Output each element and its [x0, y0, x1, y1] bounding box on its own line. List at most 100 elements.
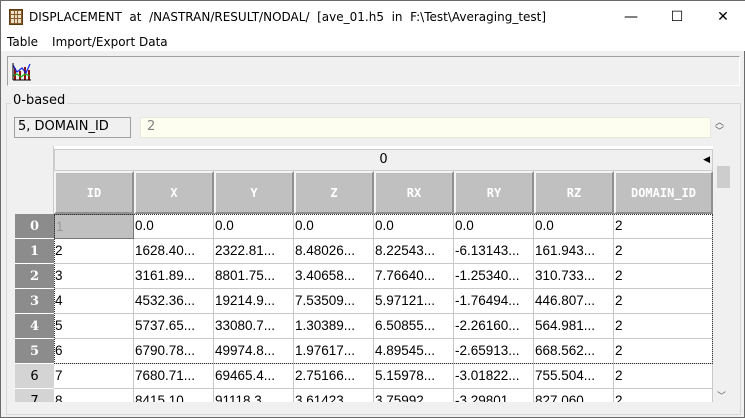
cell-index-label: 5, DOMAIN_ID: [14, 117, 131, 138]
table-cell[interactable]: 1: [54, 214, 134, 239]
table-cell[interactable]: 2: [614, 214, 713, 239]
row-header[interactable]: 7: [15, 389, 54, 402]
row-header[interactable]: 4: [15, 314, 54, 339]
table-cell[interactable]: 1.30389...: [294, 314, 374, 339]
table-cell[interactable]: 4: [54, 289, 134, 314]
group-label: 0-based: [11, 93, 68, 108]
table-cell[interactable]: 4.89545...: [374, 339, 454, 364]
table-cell[interactable]: 827.060...: [534, 389, 614, 402]
table-cell[interactable]: 3.75992...: [374, 389, 454, 402]
table-cell[interactable]: 6: [54, 339, 134, 364]
table-cell[interactable]: 755.504...: [534, 364, 614, 389]
triangle-left-icon[interactable]: ◀: [703, 155, 710, 165]
scrollbar-thumb[interactable]: [717, 166, 730, 188]
chevron-up-icon[interactable]: ︿: [715, 118, 725, 128]
table-cell[interactable]: 2: [614, 264, 713, 289]
menu-table[interactable]: Table: [7, 34, 39, 49]
table-cell[interactable]: 69465.4...: [214, 364, 294, 389]
vertical-scrollbar[interactable]: ﹀: [715, 146, 732, 402]
table-cell[interactable]: 310.733...: [534, 264, 614, 289]
row-header[interactable]: 1: [15, 239, 54, 264]
table-cell[interactable]: 2: [614, 364, 713, 389]
table-cell[interactable]: 3.61423...: [294, 389, 374, 402]
table-cell[interactable]: 7680.71...: [134, 364, 214, 389]
column-header[interactable]: ID: [54, 171, 134, 214]
table-cell[interactable]: 8.48026...: [294, 239, 374, 264]
table-cell[interactable]: 3.40658...: [294, 264, 374, 289]
table-cell[interactable]: 8.22543...: [374, 239, 454, 264]
menu-bar: Table Import/Export Data: [1, 32, 745, 51]
minimize-button[interactable]: —: [624, 8, 638, 25]
expand-spinner[interactable]: ︿ ﹀: [715, 119, 724, 137]
table-cell[interactable]: -1.76494...: [454, 289, 534, 314]
column-header[interactable]: RZ: [534, 171, 614, 214]
table-cell[interactable]: 5.15978...: [374, 364, 454, 389]
table-cell[interactable]: 1628.40...: [134, 239, 214, 264]
menu-import-export-data[interactable]: Import/Export Data: [52, 34, 168, 49]
table-cell[interactable]: 564.981...: [534, 314, 614, 339]
table-cell[interactable]: 19214.9...: [214, 289, 294, 314]
table-cell[interactable]: 0.0: [454, 214, 534, 239]
table-cell[interactable]: -2.65913...: [454, 339, 534, 364]
table-cell[interactable]: 8801.75...: [214, 264, 294, 289]
table-cell[interactable]: 0.0: [294, 214, 374, 239]
table-cell[interactable]: 2: [54, 239, 134, 264]
chevron-down-icon[interactable]: ﹀: [715, 127, 725, 137]
table-cell[interactable]: 3: [54, 264, 134, 289]
table-cell[interactable]: -3.29801...: [454, 389, 534, 402]
table-cell[interactable]: 7.76640...: [374, 264, 454, 289]
toolbar: [7, 56, 740, 86]
table-cell[interactable]: 6.50855...: [374, 314, 454, 339]
table-cell[interactable]: 2: [614, 314, 713, 339]
chart-icon[interactable]: [12, 62, 32, 81]
table-cell[interactable]: 446.807...: [534, 289, 614, 314]
table-corner[interactable]: [15, 146, 54, 214]
table-cell[interactable]: 668.562...: [534, 339, 614, 364]
row-header[interactable]: 3: [15, 289, 54, 314]
table-cell[interactable]: 4532.36...: [134, 289, 214, 314]
column-header[interactable]: X: [134, 171, 214, 214]
row-header[interactable]: 5: [15, 339, 54, 364]
table-cell[interactable]: 7.53509...: [294, 289, 374, 314]
table-cell[interactable]: 49974.8...: [214, 339, 294, 364]
cell-value-field[interactable]: 2: [140, 117, 711, 138]
table-cell[interactable]: 5.97121...: [374, 289, 454, 314]
table-cell[interactable]: 5: [54, 314, 134, 339]
table-cell[interactable]: -3.01822...: [454, 364, 534, 389]
table-cell[interactable]: 0.0: [374, 214, 454, 239]
table-cell[interactable]: 8: [54, 389, 134, 402]
scroll-down-icon[interactable]: ﹀: [717, 392, 727, 402]
table-cell[interactable]: 7: [54, 364, 134, 389]
column-header[interactable]: DOMAIN_ID: [614, 171, 713, 214]
table-cell[interactable]: 33080.7...: [214, 314, 294, 339]
column-header[interactable]: RX: [374, 171, 454, 214]
table-cell[interactable]: 2: [614, 239, 713, 264]
table-cell[interactable]: 2: [614, 339, 713, 364]
row-header[interactable]: 0: [15, 214, 54, 239]
table-cell[interactable]: 161.943...: [534, 239, 614, 264]
row-header[interactable]: 6: [15, 364, 54, 389]
table-cell[interactable]: 2: [614, 389, 713, 402]
column-header[interactable]: RY: [454, 171, 534, 214]
table-cell[interactable]: -1.25340...: [454, 264, 534, 289]
table-cell[interactable]: 2.75166...: [294, 364, 374, 389]
table-cell[interactable]: 5737.65...: [134, 314, 214, 339]
table-cell[interactable]: 1.97617...: [294, 339, 374, 364]
table-cell[interactable]: 0.0: [134, 214, 214, 239]
table-cell[interactable]: 2322.81...: [214, 239, 294, 264]
column-header[interactable]: Y: [214, 171, 294, 214]
column-header[interactable]: Z: [294, 171, 374, 214]
table-cell[interactable]: -2.26160...: [454, 314, 534, 339]
table-cell[interactable]: 91118.3...: [214, 389, 294, 402]
table-cell[interactable]: 8415.10...: [134, 389, 214, 402]
close-button[interactable]: ✕: [717, 8, 729, 25]
table-cell[interactable]: -6.13143...: [454, 239, 534, 264]
table-cell[interactable]: 0.0: [534, 214, 614, 239]
data-group-box: [6, 103, 741, 415]
table-cell[interactable]: 0.0: [214, 214, 294, 239]
row-header[interactable]: 2: [15, 264, 54, 289]
table-cell[interactable]: 2: [614, 289, 713, 314]
table-cell[interactable]: 6790.78...: [134, 339, 214, 364]
maximize-button[interactable]: ☐: [670, 8, 684, 25]
table-cell[interactable]: 3161.89...: [134, 264, 214, 289]
